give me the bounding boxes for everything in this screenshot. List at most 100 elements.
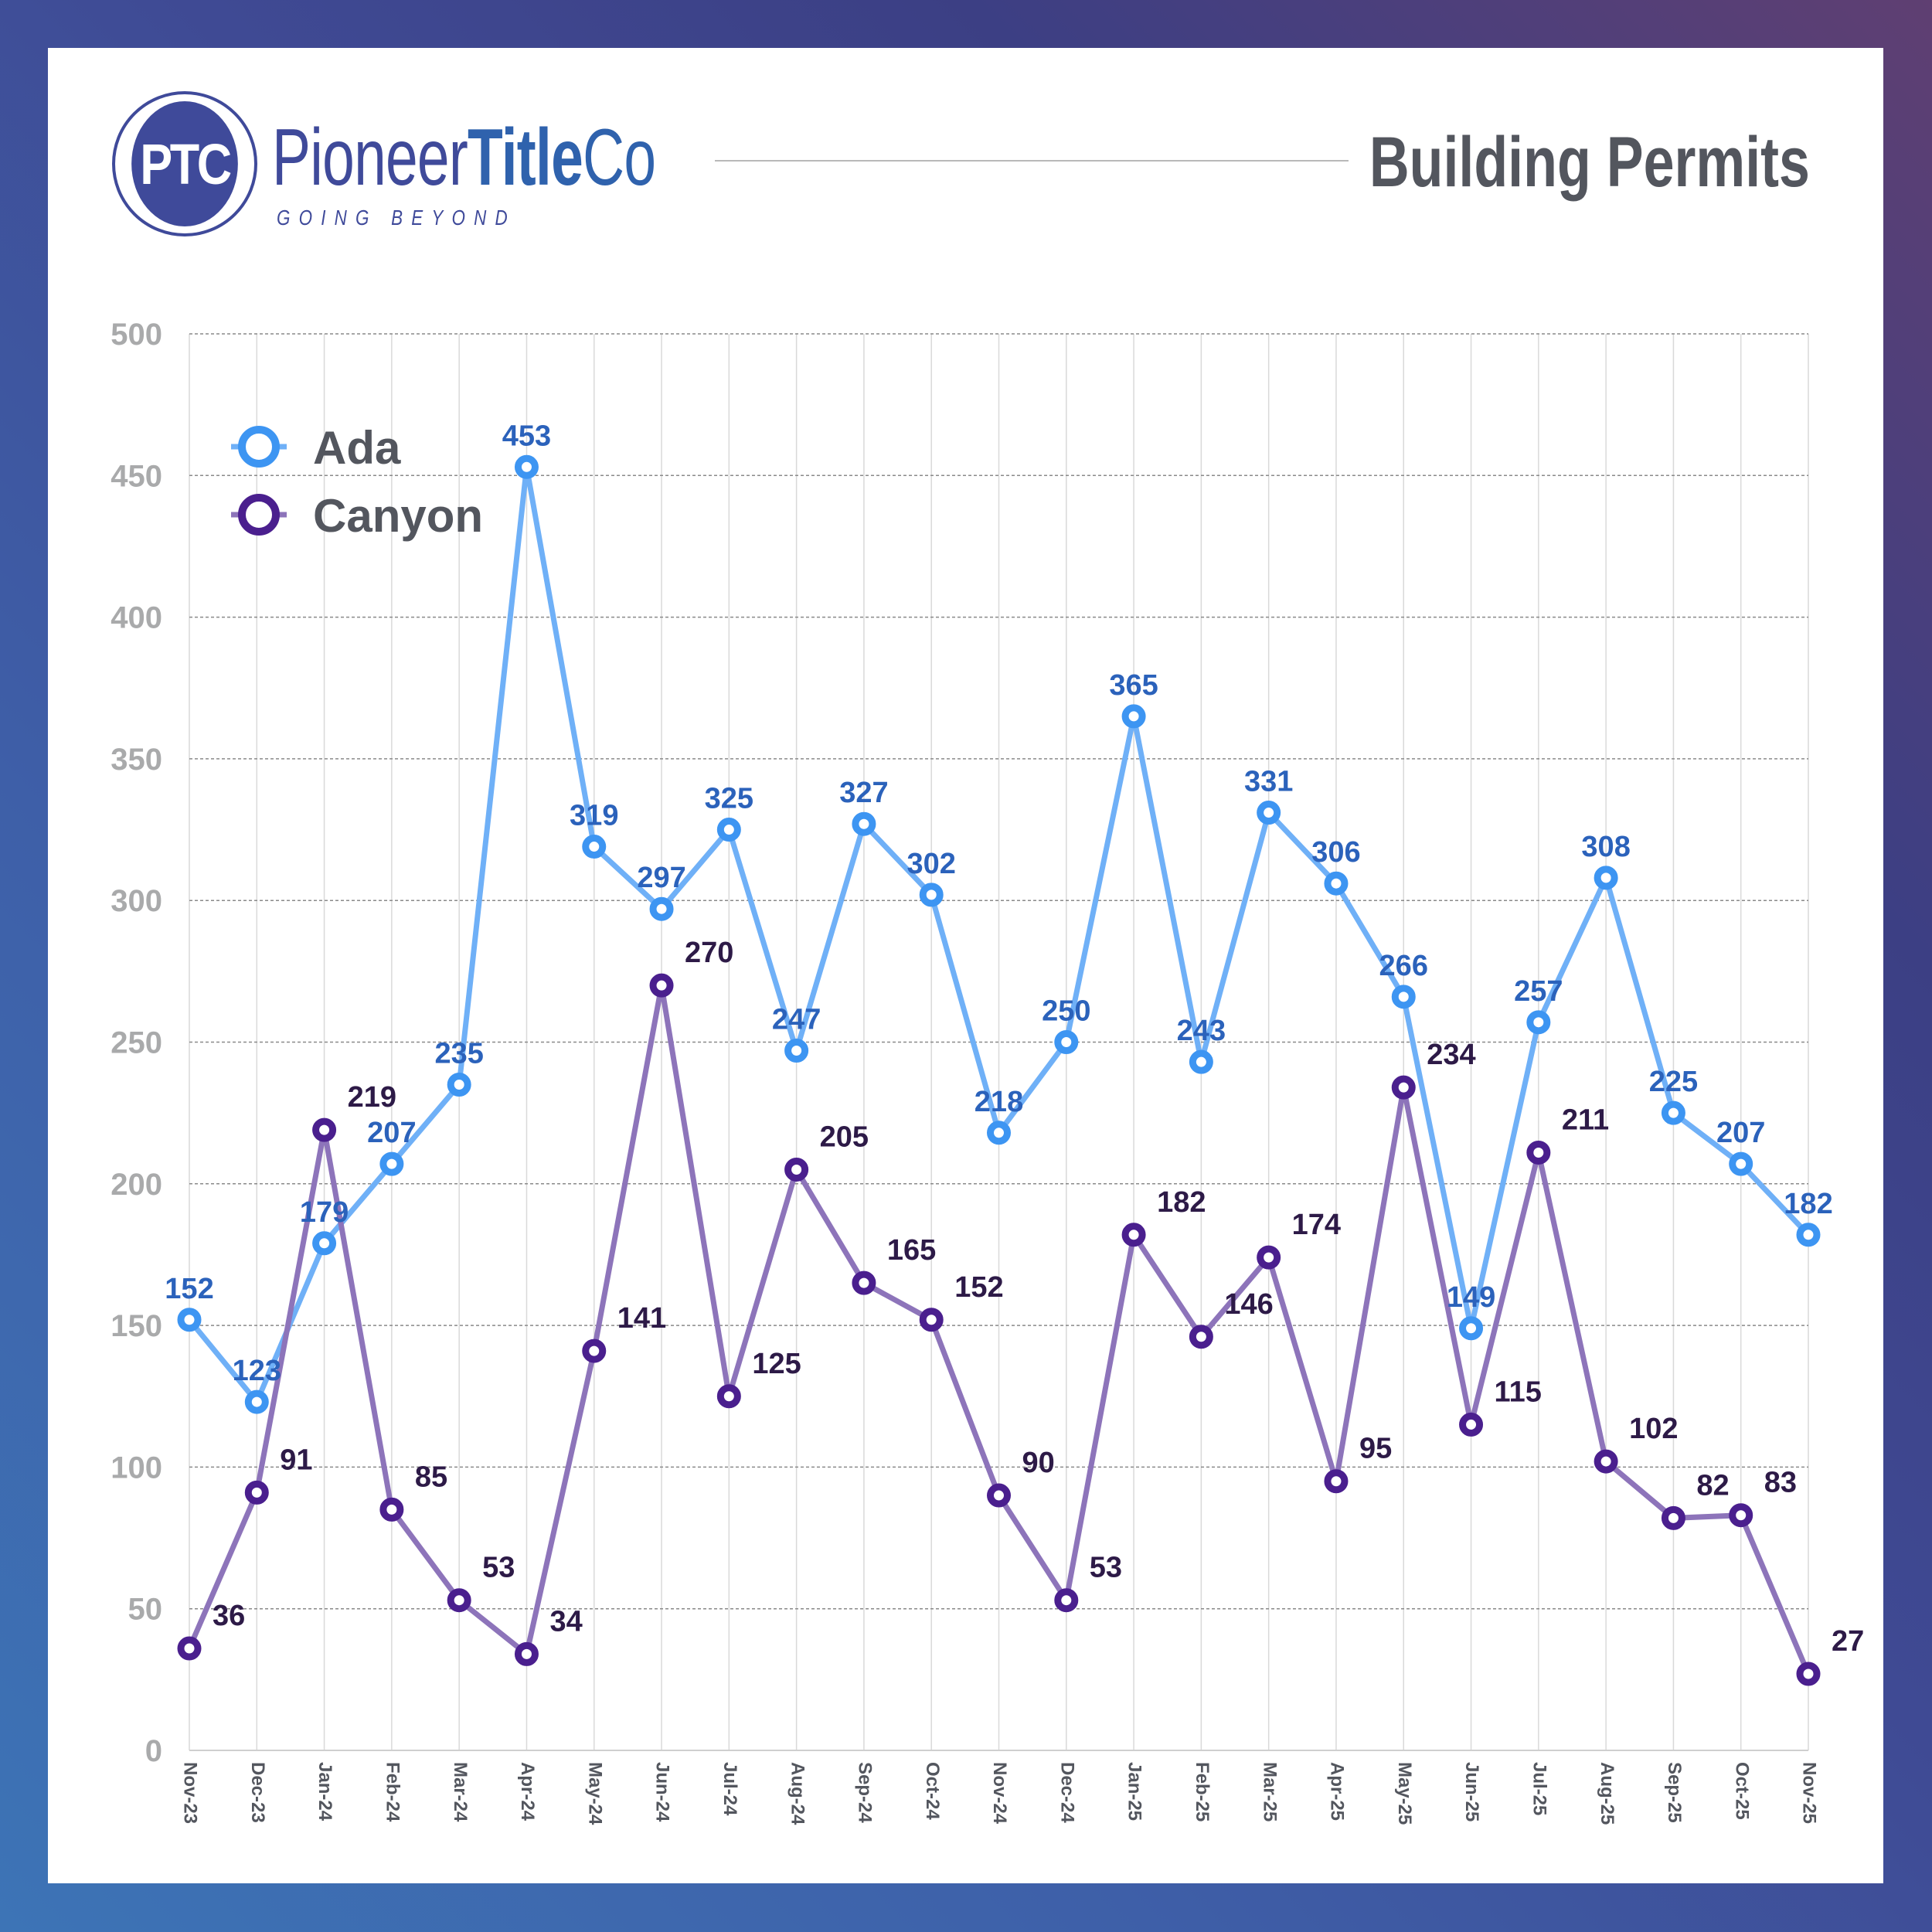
canyon-data-label: 234 [1427, 1039, 1475, 1071]
y-tick-label: 200 [111, 1168, 162, 1202]
canyon-data-label: 91 [280, 1444, 312, 1476]
canyon-data-label: 270 [685, 937, 733, 969]
page-title: Building Permits [1369, 123, 1810, 202]
canyon-marker [1526, 1140, 1551, 1165]
canyon-data-label: 182 [1157, 1186, 1206, 1219]
ada-marker [1796, 1223, 1821, 1247]
canyon-marker [716, 1384, 741, 1409]
x-tick-label: Apr-25 [1327, 1762, 1348, 1821]
canyon-data-label: 83 [1764, 1467, 1797, 1499]
canyon-data-label: 141 [617, 1302, 666, 1335]
ada-marker [716, 818, 741, 842]
x-tick-label: Jun-25 [1461, 1762, 1482, 1821]
ada-data-label: 257 [1514, 975, 1563, 1008]
x-tick-label: Mar-25 [1259, 1762, 1280, 1821]
ada-data-label: 365 [1109, 669, 1158, 702]
y-tick-label: 0 [145, 1734, 162, 1768]
ada-data-label: 207 [1716, 1117, 1765, 1149]
ada-data-label: 218 [975, 1086, 1023, 1118]
y-tick-label: 350 [111, 743, 162, 777]
ada-marker [1594, 866, 1618, 890]
x-tick-label: May-25 [1394, 1762, 1415, 1825]
canyon-data-label: 211 [1562, 1104, 1609, 1136]
x-tick-label: Sep-25 [1664, 1762, 1685, 1823]
ada-data-label: 235 [434, 1037, 483, 1070]
ada-data-label: 266 [1379, 950, 1428, 982]
ada-data-label: 225 [1649, 1066, 1698, 1098]
canyon-data-label: 102 [1629, 1413, 1678, 1445]
x-axis-ticks: Nov-23 Dec-23 Jan-24 Feb-24 Mar-24 Apr-24 May-… [180, 1762, 1820, 1825]
y-tick-label: 450 [111, 459, 162, 493]
ada-data-label: 453 [502, 420, 551, 452]
y-tick-label: 100 [111, 1451, 162, 1485]
canyon-marker [1796, 1662, 1821, 1686]
x-tick-label: Sep-24 [855, 1762, 876, 1823]
canyon-marker [514, 1641, 539, 1666]
canyon-marker [649, 973, 674, 998]
x-tick-label: Dec-24 [1056, 1762, 1077, 1823]
x-tick-label: Jun-24 [652, 1762, 673, 1822]
ada-data-label: 325 [705, 783, 753, 815]
chart-card [48, 48, 1883, 1883]
ada-data-label: 152 [165, 1273, 213, 1305]
x-tick-label: Nov-25 [1799, 1762, 1820, 1824]
canyon-data-label: 85 [415, 1461, 447, 1493]
ada-data-label: 319 [570, 800, 618, 832]
y-tick-label: 250 [111, 1026, 162, 1060]
ada-marker [1661, 1100, 1685, 1125]
legend: Ada Canyon [231, 422, 483, 542]
ada-marker [649, 896, 674, 921]
canyon-marker [784, 1157, 809, 1182]
ada-marker [1257, 801, 1281, 825]
x-tick-label: Feb-25 [1192, 1762, 1213, 1821]
x-tick-label: May-24 [584, 1762, 605, 1825]
ada-marker [1391, 985, 1416, 1009]
ada-data-label: 243 [1177, 1015, 1226, 1047]
ada-marker [919, 883, 944, 907]
brand-name: PioneerTitleCo [272, 117, 656, 198]
x-tick-label: Dec-23 [247, 1762, 268, 1823]
x-tick-label: Jan-24 [315, 1762, 335, 1821]
canyon-marker [987, 1483, 1011, 1508]
ada-marker [379, 1151, 404, 1176]
ada-data-label: 182 [1784, 1188, 1832, 1220]
canyon-marker [1594, 1449, 1618, 1474]
ada-marker [987, 1121, 1011, 1145]
logo-monogram: PTC [131, 101, 238, 226]
legend-ada-label: Ada [313, 422, 401, 474]
y-axis-ticks: 0 50 100 150 200 250 300 350 400 450 500 [111, 318, 162, 1768]
logo-ring [112, 91, 257, 236]
canyon-data-label: 165 [887, 1234, 936, 1267]
canyon-data-label: 53 [1090, 1552, 1122, 1584]
ada-marker [1324, 871, 1349, 896]
canyon-marker [177, 1636, 202, 1661]
y-tick-label: 150 [111, 1309, 162, 1343]
ada-marker [852, 811, 876, 836]
x-tick-label: Jul-25 [1529, 1762, 1549, 1815]
canyon-marker [582, 1338, 607, 1363]
ada-data-label: 250 [1042, 995, 1090, 1028]
title-divider [715, 160, 1349, 162]
ada-data-label: 331 [1244, 766, 1293, 798]
x-tick-label: Oct-25 [1731, 1762, 1752, 1820]
x-tick-label: Oct-24 [922, 1762, 943, 1820]
y-tick-label: 50 [128, 1593, 163, 1627]
ada-data-label: 123 [233, 1355, 281, 1387]
canyon-data-label: 82 [1696, 1469, 1729, 1502]
brand-name-part1: Pioneer [272, 113, 468, 202]
x-tick-label: Aug-24 [787, 1762, 808, 1825]
canyon-marker [1189, 1325, 1213, 1349]
canyon-data-label: 115 [1495, 1376, 1542, 1408]
legend-canyon-marker-icon [238, 494, 280, 536]
canyon-data-label: 36 [213, 1600, 245, 1632]
x-tick-label: Nov-23 [180, 1762, 201, 1824]
ada-marker [1121, 704, 1146, 729]
canyon-marker [1121, 1223, 1146, 1247]
ada-data-label: 179 [300, 1196, 349, 1229]
y-tick-label: 500 [111, 318, 162, 352]
x-tick-label: Aug-25 [1597, 1762, 1617, 1825]
brand-name-part2: Title [468, 113, 583, 202]
ada-marker [312, 1231, 337, 1256]
y-tick-label: 300 [111, 884, 162, 918]
ada-marker [177, 1308, 202, 1332]
